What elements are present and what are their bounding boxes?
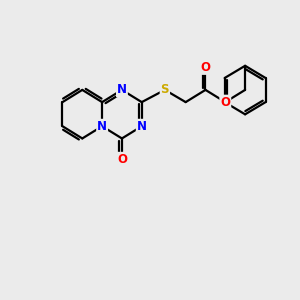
Text: S: S: [160, 83, 169, 96]
Text: O: O: [220, 96, 230, 109]
Text: O: O: [200, 61, 211, 74]
Text: N: N: [97, 120, 107, 133]
Text: N: N: [137, 120, 147, 133]
Text: N: N: [117, 83, 127, 96]
Text: O: O: [117, 153, 127, 166]
